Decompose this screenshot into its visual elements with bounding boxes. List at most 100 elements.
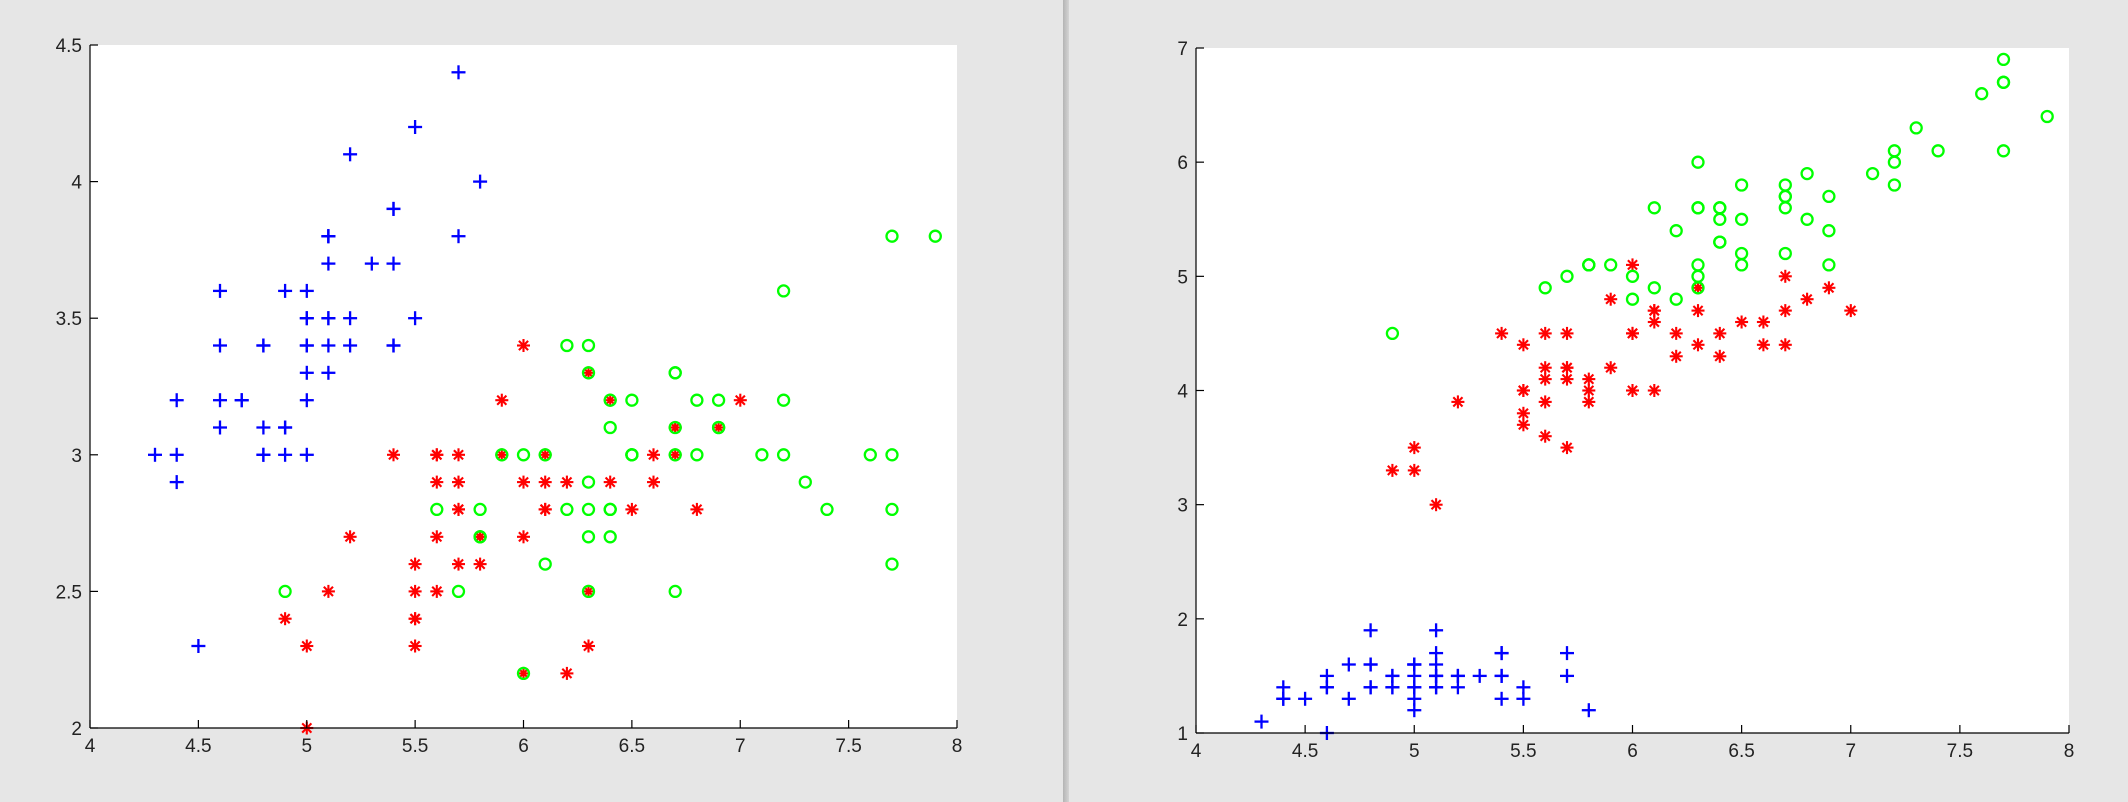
data-point-plus [299,365,314,380]
data-point-asterisk [517,339,530,352]
data-point-asterisk [1582,395,1596,409]
chart-sepal-length-vs-width: 4 4.5 5 5.5 6 6.5 7 7.5 8 2 2.5 3 3.5 4 4.5 [56,36,963,757]
data-point-asterisk [1582,372,1596,386]
data-point-plus [169,393,184,408]
x-tick-label: 4 [1191,741,1202,762]
y-tick-label: 3 [71,446,82,467]
data-point-circle [928,229,942,243]
data-point-circle [603,420,617,435]
data-point-circle [711,420,726,435]
data-point-circle [1713,235,1727,249]
data-point-plus [1407,657,1422,672]
data-point-circle [1713,212,1727,226]
data-point-circle [1691,155,1705,169]
y-tick-label: 1 [1177,724,1188,745]
data-point-asterisk [1516,418,1530,432]
data-point-asterisk [668,448,682,462]
data-point-plus [321,229,336,244]
data-point-asterisk [1495,326,1509,340]
data-point-plus [1494,646,1509,661]
data-point-asterisk [408,584,422,598]
data-point-asterisk [668,421,682,434]
data-point-circle [581,530,596,544]
data-point-asterisk [1669,326,1683,340]
data-point-asterisk [647,475,660,489]
data-point-circle [885,229,899,243]
x-tick-label: 5 [301,736,312,757]
data-point-asterisk [1669,349,1683,363]
data-point-asterisk [1604,292,1618,306]
right-figure-panel: 4 4.5 5 5.5 6 6.5 7 7.5 8 1 2 3 4 5 6 7 [1069,0,2128,802]
x-tick-label: 7.5 [1947,741,1973,762]
data-point-asterisk [1516,384,1530,397]
x-tick-label: 7 [735,736,746,757]
data-point-plus [1363,657,1378,672]
data-point-asterisk [408,639,422,653]
data-point-circle [581,338,596,353]
data-point-asterisk [430,448,444,462]
data-point-asterisk [1516,406,1530,420]
data-point-circle [1887,155,1902,169]
data-point-asterisk [1604,361,1618,375]
x-tick-label: 6.5 [619,736,645,757]
data-point-plus [1298,691,1313,706]
data-point-plus [451,229,466,244]
x-tick-label: 8 [2064,741,2075,762]
data-point-plus [1450,668,1465,683]
data-point-asterisk [582,584,595,598]
data-point-asterisk [408,557,422,571]
data-point-plus [321,311,336,326]
data-point-asterisk [1560,372,1574,386]
x-tick-label: 5.5 [1510,741,1536,762]
data-point-circle [1800,212,1814,226]
data-point-plus [256,420,271,435]
data-point-circle [690,448,704,462]
data-point-circle [885,448,899,462]
data-point-circle [1887,178,1902,192]
data-point-plus [299,447,314,462]
data-point-plus [1472,668,1487,683]
data-point-circle [668,448,682,462]
data-point-circle [603,530,617,544]
data-point-plus [1319,680,1334,695]
data-point-asterisk [603,475,617,489]
data-point-asterisk [1800,292,1814,306]
data-point-circle [885,557,899,571]
data-point-asterisk [1538,429,1552,443]
data-point-asterisk [1626,258,1639,272]
data-point-asterisk [603,393,617,407]
data-point-circle [1778,189,1792,204]
data-point-asterisk [690,502,704,516]
data-point-plus [343,147,358,162]
data-point-circle [625,448,639,462]
y-tick-label: 3.5 [56,309,82,330]
data-point-circle [603,502,617,517]
x-tick-label: 8 [952,736,963,757]
data-point-asterisk [495,448,509,462]
data-point-asterisk [452,502,465,516]
data-point-asterisk [1647,304,1661,318]
data-point-asterisk [712,421,726,434]
data-point-plus [1407,680,1422,695]
data-point-circle [1865,166,1880,181]
data-point-circle [1822,224,1836,238]
data-point-asterisk [343,530,357,544]
y-tick-label: 4 [1177,382,1188,403]
data-point-plus [473,174,488,189]
data-point-circle [1604,258,1618,272]
data-point-asterisk [1407,463,1421,477]
data-point-asterisk [387,448,400,462]
chart-sepal-length-vs-petal-length: 4 4.5 5 5.5 6 6.5 7 7.5 8 1 2 3 4 5 6 7 [1177,39,2075,762]
data-point-plus [343,338,358,353]
data-point-asterisk [1538,326,1552,340]
data-point-plus [1560,668,1574,683]
series-asterisk [278,339,747,735]
data-point-plus [169,447,184,462]
data-point-plus [321,338,336,353]
data-point-asterisk [1429,498,1443,512]
data-point-circle [668,420,682,435]
y-tick-label: 5 [1177,267,1188,288]
data-point-circle [603,393,617,407]
data-point-asterisk [1691,338,1705,352]
data-point-plus [321,256,336,271]
